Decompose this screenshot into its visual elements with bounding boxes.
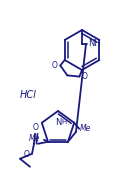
Text: Me: Me: [29, 134, 40, 143]
Text: HCl: HCl: [20, 90, 36, 100]
Text: O: O: [33, 123, 39, 132]
Text: H: H: [61, 119, 67, 125]
Text: N: N: [55, 118, 61, 127]
Text: O: O: [82, 72, 88, 81]
Text: Me: Me: [80, 124, 92, 133]
Text: O: O: [23, 150, 29, 159]
Text: NH: NH: [88, 40, 101, 49]
Text: O: O: [52, 61, 58, 70]
